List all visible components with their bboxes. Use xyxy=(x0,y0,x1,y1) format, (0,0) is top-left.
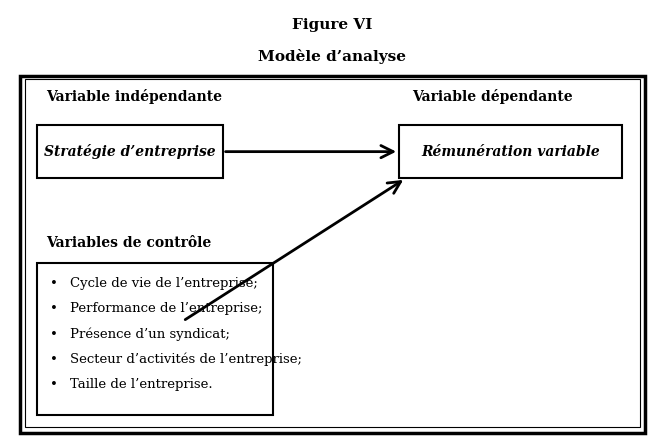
Text: •: • xyxy=(50,378,58,392)
Bar xyxy=(37,263,273,415)
Text: Figure VI: Figure VI xyxy=(293,18,372,32)
Text: Variable indépendante: Variable indépendante xyxy=(47,89,223,104)
Text: •: • xyxy=(50,327,58,341)
Text: Modèle d’analyse: Modèle d’analyse xyxy=(259,49,406,64)
Bar xyxy=(399,125,622,178)
Text: Taille de l’entreprise.: Taille de l’entreprise. xyxy=(70,378,212,392)
Text: Variables de contrôle: Variables de contrôle xyxy=(47,236,211,250)
Text: Stratégie d’entreprise: Stratégie d’entreprise xyxy=(44,144,215,159)
Text: Présence d’un syndicat;: Présence d’un syndicat; xyxy=(70,327,230,341)
Text: Cycle de vie de l’entreprise;: Cycle de vie de l’entreprise; xyxy=(70,277,258,290)
Text: Variable dépendante: Variable dépendante xyxy=(412,89,573,104)
Bar xyxy=(37,125,223,178)
Text: Performance de l’entreprise;: Performance de l’entreprise; xyxy=(70,302,262,315)
Bar xyxy=(25,79,640,427)
Text: Rémunération variable: Rémunération variable xyxy=(421,145,600,159)
Text: •: • xyxy=(50,277,58,290)
Text: •: • xyxy=(50,302,58,315)
Text: Secteur d’activités de l’entreprise;: Secteur d’activités de l’entreprise; xyxy=(70,353,302,366)
Text: •: • xyxy=(50,353,58,366)
Bar xyxy=(20,76,645,433)
